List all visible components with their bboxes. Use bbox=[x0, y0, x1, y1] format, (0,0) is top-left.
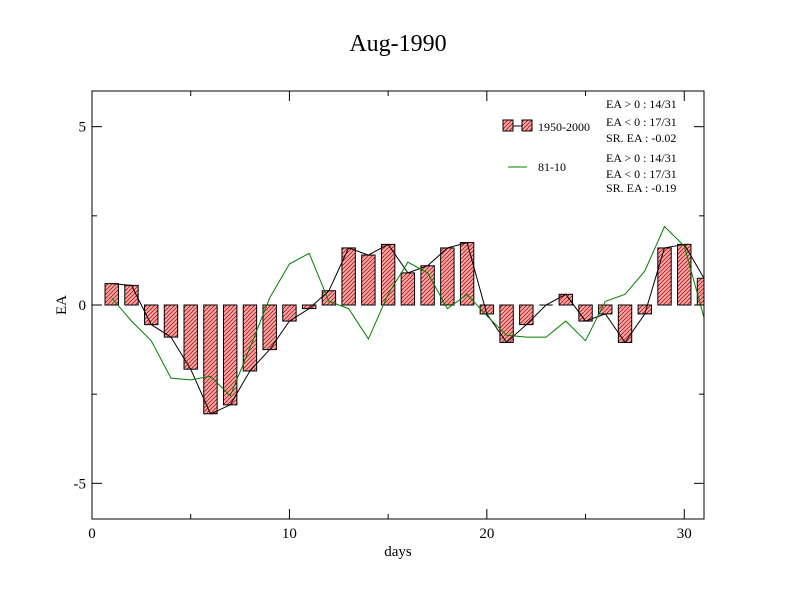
bar bbox=[203, 304, 218, 415]
stat-line: EA < 0 : 17/31 bbox=[606, 115, 677, 129]
bar bbox=[459, 242, 475, 306]
bar bbox=[696, 277, 705, 306]
x-axis-label: days bbox=[384, 544, 412, 560]
stat-line: EA > 0 : 14/31 bbox=[606, 97, 677, 111]
y-axis-label: EA bbox=[54, 295, 70, 315]
series-line-81-10 bbox=[111, 225, 705, 397]
legend-swatch-left bbox=[502, 119, 514, 132]
x-tick-label: 30 bbox=[677, 526, 692, 542]
bar bbox=[183, 304, 198, 370]
y-tick-label: 5 bbox=[79, 120, 87, 136]
bar bbox=[242, 304, 258, 372]
stat-line: SR. EA : -0.02 bbox=[606, 131, 676, 145]
bar bbox=[598, 304, 613, 315]
bar bbox=[677, 243, 692, 306]
legend-swatch-right bbox=[521, 119, 533, 132]
x-tick-label: 10 bbox=[282, 526, 297, 542]
bar-series bbox=[104, 242, 705, 415]
series-line-1950-2000 bbox=[111, 241, 705, 415]
legend-label-1950-2000: 1950-2000 bbox=[538, 120, 590, 134]
x-tick-label: 0 bbox=[88, 526, 96, 542]
legend-label-81-10: 81-10 bbox=[538, 160, 566, 174]
bar bbox=[558, 293, 574, 306]
stat-line: SR. EA : -0.19 bbox=[606, 181, 676, 195]
legend: 1950-2000 81-10 EA > 0 : 14/31 EA < 0 : … bbox=[502, 97, 677, 195]
bar bbox=[420, 265, 435, 306]
bar bbox=[519, 304, 534, 326]
bar bbox=[440, 247, 455, 306]
x-tick-label: 20 bbox=[479, 526, 494, 542]
bar bbox=[222, 304, 238, 406]
stat-line: EA < 0 : 17/31 bbox=[606, 167, 677, 181]
bar bbox=[578, 304, 593, 322]
chart-title: Aug-1990 bbox=[349, 31, 446, 57]
bar bbox=[400, 272, 416, 306]
y-tick-label: -5 bbox=[74, 476, 87, 492]
bar bbox=[163, 304, 179, 338]
axis-ticks: 0 10 20 30 5 0 -5 bbox=[74, 91, 704, 542]
bar bbox=[499, 304, 514, 343]
bar bbox=[380, 243, 396, 306]
stat-line: EA > 0 : 14/31 bbox=[606, 151, 677, 165]
line-series bbox=[111, 225, 705, 415]
bar bbox=[657, 247, 672, 306]
bar bbox=[617, 304, 633, 343]
bar bbox=[341, 247, 356, 306]
bar bbox=[104, 283, 119, 306]
y-tick-label: 0 bbox=[79, 298, 87, 314]
bar bbox=[361, 254, 376, 306]
